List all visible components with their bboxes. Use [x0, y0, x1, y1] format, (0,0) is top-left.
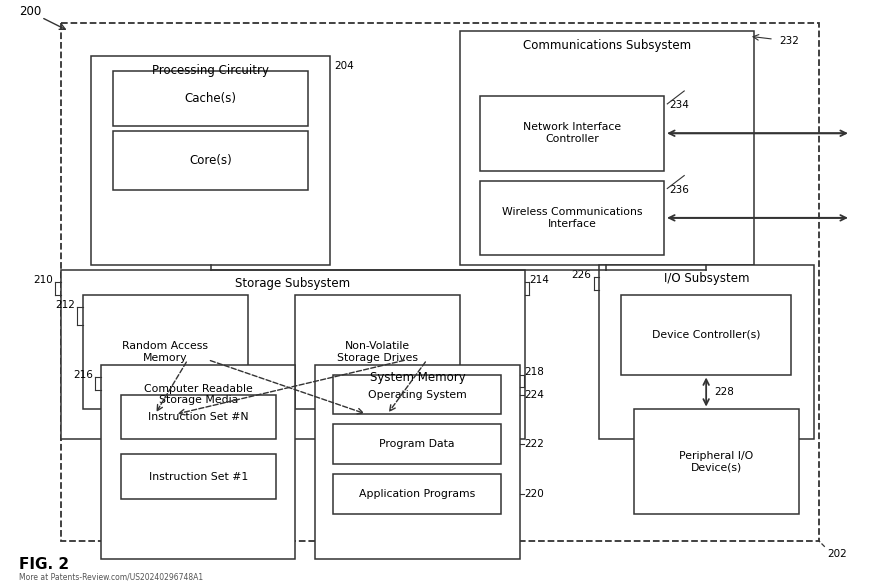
Text: 220: 220 [524, 489, 545, 499]
Bar [480, 96, 664, 171]
Text: Communications Subsystem: Communications Subsystem [523, 39, 691, 51]
Text: FIG. 2: FIG. 2 [19, 557, 70, 572]
Bar [599, 265, 814, 439]
Text: Instruction Set #N: Instruction Set #N [148, 412, 248, 422]
Text: Non-Volatile
Storage Drives: Non-Volatile Storage Drives [337, 342, 418, 363]
Text: 218: 218 [524, 367, 545, 377]
Bar [62, 270, 524, 439]
Text: Application Programs: Application Programs [359, 489, 475, 499]
Text: Random Access
Memory: Random Access Memory [122, 342, 209, 363]
Text: 226: 226 [572, 270, 591, 280]
Text: 232: 232 [779, 36, 799, 46]
Bar [621, 295, 791, 374]
Bar [62, 23, 818, 541]
Text: Cache(s): Cache(s) [185, 92, 237, 105]
Text: 210: 210 [33, 275, 53, 285]
Bar [480, 181, 664, 255]
Bar [334, 374, 501, 414]
Text: I/O Subsystem: I/O Subsystem [664, 271, 750, 284]
Text: Wireless Communications
Interface: Wireless Communications Interface [502, 207, 642, 229]
Text: 202: 202 [827, 549, 847, 559]
Text: Computer Readable
Storage Media: Computer Readable Storage Media [144, 384, 253, 405]
Text: Processing Circuitry: Processing Circuitry [152, 64, 269, 77]
Text: 204: 204 [334, 61, 354, 71]
Text: System Memory: System Memory [370, 371, 466, 384]
Bar [296, 295, 460, 409]
Bar [334, 424, 501, 464]
Text: Device Controller(s): Device Controller(s) [652, 330, 760, 340]
Text: 224: 224 [524, 390, 545, 400]
Bar [113, 131, 308, 191]
Text: 228: 228 [715, 387, 734, 397]
Text: 200: 200 [19, 5, 41, 18]
Bar [83, 295, 247, 409]
Text: 234: 234 [670, 100, 689, 110]
Bar [334, 474, 501, 514]
Text: Core(s): Core(s) [189, 154, 232, 167]
Text: Instruction Set #1: Instruction Set #1 [149, 472, 248, 481]
Bar [460, 31, 754, 265]
Text: Storage Subsystem: Storage Subsystem [236, 277, 350, 290]
Bar [92, 56, 330, 265]
Bar [315, 364, 520, 559]
Text: 212: 212 [55, 300, 75, 310]
Bar [121, 394, 275, 439]
Text: More at Patents-Review.com/US20240296748A1: More at Patents-Review.com/US20240296748… [19, 573, 203, 581]
Text: Operating System: Operating System [368, 390, 466, 400]
Text: 216: 216 [73, 370, 93, 380]
Bar [634, 410, 799, 514]
Text: 214: 214 [530, 275, 550, 285]
Bar [101, 364, 296, 559]
Text: Peripheral I/O
Device(s): Peripheral I/O Device(s) [679, 451, 754, 473]
Text: 222: 222 [524, 439, 545, 449]
Bar [113, 71, 308, 126]
Bar [121, 454, 275, 499]
Text: Program Data: Program Data [379, 439, 455, 449]
Text: Network Interface
Controller: Network Interface Controller [523, 122, 621, 144]
Text: 236: 236 [670, 184, 689, 195]
